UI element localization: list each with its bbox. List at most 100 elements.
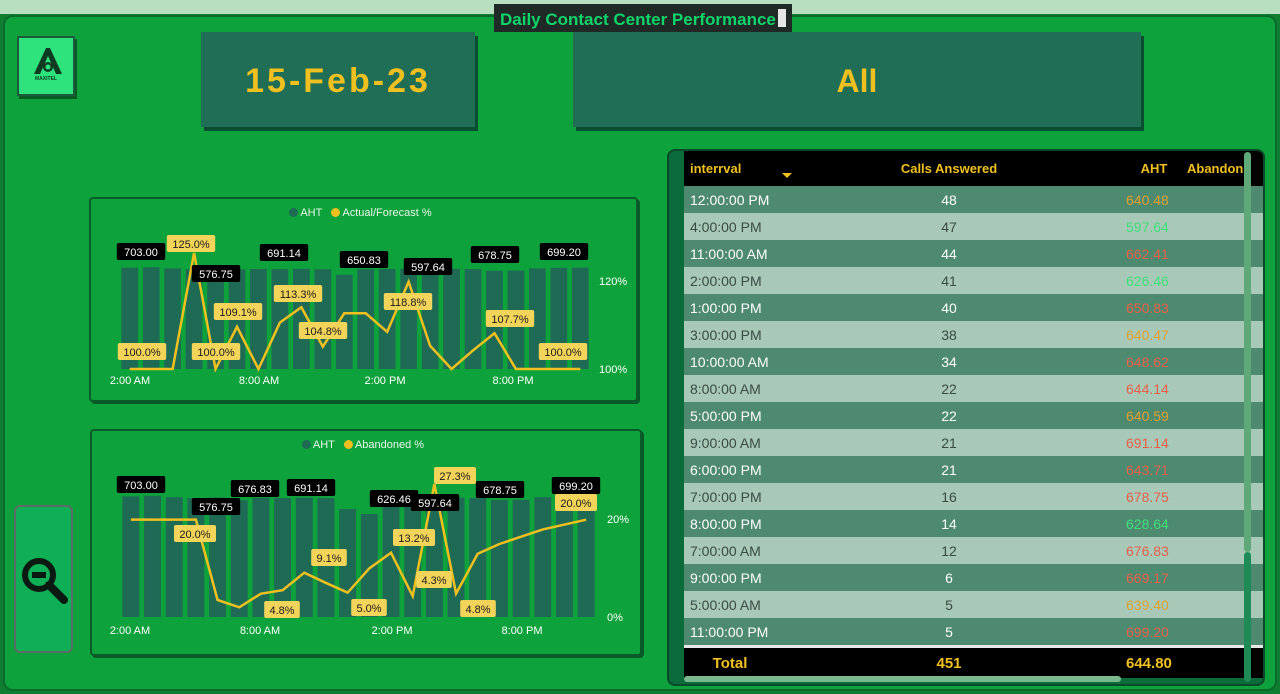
table-row[interactable]: 9:00:00 AM 21 691.14 xyxy=(684,429,1263,456)
table-row[interactable]: 6:00:00 PM 21 643.71 xyxy=(684,456,1263,483)
calls-cell: 21 xyxy=(776,429,1122,456)
pct-data-label: 104.8% xyxy=(304,326,342,338)
table-row[interactable]: 9:00:00 PM 6 669.17 xyxy=(684,564,1263,591)
text-cursor xyxy=(777,9,786,27)
aht-data-label: 676.83 xyxy=(238,484,272,496)
table-header-row: interrval Calls Answered AHT Abandon xyxy=(684,151,1263,186)
calls-cell: 16 xyxy=(776,483,1122,510)
pct-data-label: 20.0% xyxy=(560,498,591,510)
interval-table: interrval Calls Answered AHT Abandon 12:… xyxy=(684,151,1263,678)
pct-data-label: 20.0% xyxy=(179,529,210,541)
aht-data-label: 678.75 xyxy=(483,485,517,497)
table-row[interactable]: 8:00:00 PM 14 628.64 xyxy=(684,510,1263,537)
aht-bar xyxy=(165,497,183,617)
table-row[interactable]: 1:00:00 PM 40 650.83 xyxy=(684,294,1263,321)
x-tick-label: 8:00 PM xyxy=(502,625,543,637)
abandon-cell xyxy=(1186,564,1263,591)
aht-data-label: 691.14 xyxy=(294,483,328,495)
sort-desc-icon[interactable] xyxy=(782,173,792,178)
aht-data-label: 699.20 xyxy=(559,481,593,493)
aht-bar xyxy=(144,495,161,617)
table-row[interactable]: 2:00:00 PM 41 626.46 xyxy=(684,267,1263,294)
x-tick-label: 2:00 PM xyxy=(365,375,406,387)
pct-data-label: 13.2% xyxy=(398,533,429,545)
aht-data-label-bg xyxy=(551,477,601,494)
aht-bar xyxy=(252,497,270,617)
pct-data-label-bg xyxy=(434,467,476,484)
aht-data-label-bg xyxy=(475,481,525,498)
aht-bar xyxy=(164,268,182,369)
abandon-cell xyxy=(1186,375,1263,402)
table-row[interactable]: 11:00:00 AM 44 662.41 xyxy=(684,240,1263,267)
total-abandon xyxy=(1186,645,1263,678)
table-row[interactable]: 5:00:00 PM 22 640.59 xyxy=(684,402,1263,429)
x-tick-label: 2:00 AM xyxy=(110,625,150,637)
aht-bar xyxy=(512,499,530,617)
pct-data-label-bg xyxy=(485,310,535,327)
interval-cell: 1:00:00 PM xyxy=(684,294,776,321)
aht-cell: 640.47 xyxy=(1122,321,1186,348)
interval-cell: 6:00:00 PM xyxy=(684,456,776,483)
aht-data-label-bg xyxy=(230,480,280,497)
aht-bar xyxy=(556,496,573,617)
vertical-scrollbar[interactable] xyxy=(1244,152,1251,552)
interval-cell: 5:00:00 PM xyxy=(684,402,776,429)
table-row[interactable]: 8:00:00 AM 22 644.14 xyxy=(684,375,1263,402)
pct-data-label-bg xyxy=(298,322,348,339)
vertical-scroll-track[interactable] xyxy=(1244,552,1251,682)
table-row[interactable]: 7:00:00 PM 16 678.75 xyxy=(684,483,1263,510)
calls-cell: 34 xyxy=(776,348,1122,375)
zoom-out-button[interactable] xyxy=(14,505,73,653)
table-row[interactable]: 5:00:00 AM 5 639.40 xyxy=(684,591,1263,618)
abandon-cell xyxy=(1186,321,1263,348)
chart-legend: AHT Actual/Forecast % xyxy=(91,207,636,219)
chart-plot: 2:00 AM 8:00 AM 2:00 PM 8:00 PM 20% 0% 703.00 5… xyxy=(110,467,629,637)
scope-filter-card[interactable]: All xyxy=(573,32,1141,127)
logo-text: MAXITEL xyxy=(35,76,57,82)
legend-label-aht: AHT xyxy=(300,207,323,219)
pct-data-label: 109.1% xyxy=(219,307,257,319)
aht-cell: 644.14 xyxy=(1122,375,1186,402)
interval-cell: 7:00:00 PM xyxy=(684,483,776,510)
calls-cell: 38 xyxy=(776,321,1122,348)
calls-cell: 22 xyxy=(776,375,1122,402)
pct-data-label-bg xyxy=(383,293,433,310)
pct-line xyxy=(129,252,581,373)
aht-data-label: 699.20 xyxy=(547,247,581,259)
table-row[interactable]: 12:00:00 PM 48 640.48 xyxy=(684,186,1263,213)
total-label: Total xyxy=(684,645,776,678)
col-header-calls[interactable]: Calls Answered xyxy=(776,151,1122,186)
date-filter-card[interactable]: 15-Feb-23 xyxy=(201,32,475,127)
table-row[interactable]: 10:00:00 AM 34 648.62 xyxy=(684,348,1263,375)
aht-cell: 650.83 xyxy=(1122,294,1186,321)
logo[interactable]: MAXITEL xyxy=(17,36,75,96)
calls-cell: 44 xyxy=(776,240,1122,267)
aht-bar xyxy=(335,274,353,369)
table-row[interactable]: 11:00:00 PM 5 699.20 xyxy=(684,618,1263,647)
col-header-aht[interactable]: AHT xyxy=(1122,151,1186,186)
calls-cell: 5 xyxy=(776,591,1122,618)
calls-cell: 6 xyxy=(776,564,1122,591)
pct-data-label: 5.0% xyxy=(356,603,381,615)
x-tick-label: 2:00 AM xyxy=(110,375,150,387)
aht-data-label-bg xyxy=(259,244,309,261)
aht-forecast-chart: AHT Actual/Forecast % 2:00 AM 8:00 AM 2:00… xyxy=(89,197,638,402)
interval-cell: 9:00:00 PM xyxy=(684,564,776,591)
calls-cell: 47 xyxy=(776,213,1122,240)
interval-cell: 2:00:00 PM xyxy=(684,267,776,294)
col-header-abandon[interactable]: Abandon xyxy=(1186,151,1263,186)
interval-cell: 3:00:00 PM xyxy=(684,321,776,348)
aht-cell: 628.64 xyxy=(1122,510,1186,537)
aht-cell: 669.17 xyxy=(1122,564,1186,591)
pct-data-label-bg xyxy=(117,343,167,360)
aht-bar xyxy=(360,513,378,617)
abandon-cell xyxy=(1186,510,1263,537)
table-row[interactable]: 4:00:00 PM 47 597.64 xyxy=(684,213,1263,240)
aht-data-label: 626.46 xyxy=(377,494,411,506)
table-row[interactable]: 3:00:00 PM 38 640.47 xyxy=(684,321,1263,348)
table-row[interactable]: 7:00:00 AM 12 676.83 xyxy=(684,537,1263,564)
magnifier-minus-icon xyxy=(22,558,68,604)
col-header-interval[interactable]: interrval xyxy=(684,151,776,186)
horizontal-scrollbar[interactable] xyxy=(684,676,1121,682)
calls-cell: 41 xyxy=(776,267,1122,294)
